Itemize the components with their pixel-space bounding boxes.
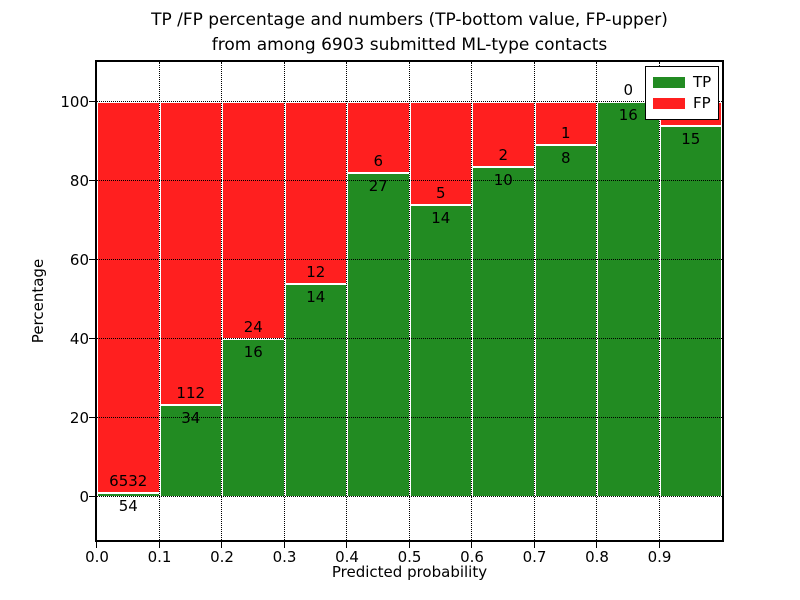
bar-0.0-0.1-fp-segment bbox=[97, 101, 160, 494]
x-gridline-0.2 bbox=[221, 62, 223, 540]
y-tick-label-80: 80 bbox=[69, 171, 89, 190]
y-tick-60 bbox=[89, 258, 95, 260]
bar-0.4-0.5-fp-count-label: 6 bbox=[373, 152, 384, 171]
bar-0.8-0.9-fp-count-label: 0 bbox=[623, 80, 634, 99]
legend: TP FP bbox=[645, 66, 719, 120]
y-tick-0 bbox=[89, 495, 95, 497]
x-axis-label: Predicted probability bbox=[331, 563, 488, 581]
bar-0.2-0.3-fp-count-label: 24 bbox=[243, 317, 263, 336]
bar-0.0-0.1-fp-count-label: 6532 bbox=[109, 472, 148, 491]
fp-legend-swatch-icon bbox=[653, 98, 685, 109]
x-tick-label-0.7: 0.7 bbox=[522, 548, 547, 566]
bar-0.0-0.1-tp-count-label: 54 bbox=[118, 497, 138, 516]
bar-0.5-0.6-fp-segment bbox=[409, 101, 472, 206]
bar-0.7-0.8-fp-segment bbox=[534, 101, 597, 146]
x-tick-0.2 bbox=[221, 542, 223, 548]
bar-0.3-0.4-tp-count-label: 14 bbox=[306, 287, 326, 306]
bar-0.4-0.5-fp-segment bbox=[347, 101, 410, 174]
chart-title: TP /FP percentage and numbers (TP-bottom… bbox=[97, 8, 722, 58]
legend-label-tp: TP bbox=[693, 73, 712, 91]
bar-0.7-0.8-fp-count-label: 1 bbox=[560, 124, 571, 143]
x-tick-0.7 bbox=[533, 542, 535, 548]
chart-title-line1: TP /FP percentage and numbers (TP-bottom… bbox=[151, 10, 668, 30]
y-tick-80 bbox=[89, 179, 95, 181]
x-tick-0.1 bbox=[158, 542, 160, 548]
bar-0.3-0.4-tp-segment bbox=[284, 283, 347, 497]
bar-0.2-0.3-tp-count-label: 16 bbox=[243, 342, 263, 361]
y-tick-100 bbox=[89, 100, 95, 102]
x-tick-label-0.5: 0.5 bbox=[397, 548, 422, 566]
bar-0.5-0.6-fp-count-label: 5 bbox=[435, 184, 446, 203]
x-gridline-0.9 bbox=[658, 62, 660, 540]
bar-0.1-0.2-fp-count-label: 112 bbox=[176, 383, 206, 402]
bar-0.3-0.4-fp-count-label: 12 bbox=[306, 262, 326, 281]
x-tick-0.9 bbox=[658, 542, 660, 548]
x-tick-0.8 bbox=[596, 542, 598, 548]
x-tick-label-0.3: 0.3 bbox=[272, 548, 297, 566]
y-tick-label-100: 100 bbox=[60, 92, 89, 111]
x-tick-label-0.2: 0.2 bbox=[210, 548, 234, 566]
x-tick-0.0 bbox=[96, 542, 98, 548]
legend-label-fp: FP bbox=[693, 94, 711, 112]
bar-0.1-0.2-tp-segment bbox=[159, 404, 222, 497]
x-tick-label-0.6: 0.6 bbox=[460, 548, 484, 566]
bar-0.7-0.8-tp-segment bbox=[534, 145, 597, 497]
x-tick-0.3 bbox=[283, 542, 285, 548]
x-gridline-0.6 bbox=[471, 62, 473, 540]
bar-0.9-1.0-tp-segment bbox=[659, 126, 722, 497]
y-tick-label-20: 20 bbox=[69, 408, 89, 427]
x-gridline-0.8 bbox=[596, 62, 598, 540]
legend-item-fp: FP bbox=[653, 93, 711, 114]
x-gridline-0.1 bbox=[158, 62, 160, 540]
x-gridline-0.4 bbox=[346, 62, 348, 540]
y-tick-label-60: 60 bbox=[69, 250, 89, 269]
x-gridline-0.5 bbox=[408, 62, 410, 540]
tp-legend-swatch-icon bbox=[653, 77, 685, 88]
x-gridline-0.3 bbox=[283, 62, 285, 540]
x-tick-0.5 bbox=[408, 542, 410, 548]
bar-0.6-0.7-tp-segment bbox=[472, 167, 535, 497]
legend-item-tp: TP bbox=[653, 72, 711, 93]
bar-0.3-0.4-fp-segment bbox=[284, 101, 347, 284]
bar-0.7-0.8-tp-count-label: 8 bbox=[560, 149, 571, 168]
x-tick-label-0.1: 0.1 bbox=[147, 548, 172, 566]
bar-0.4-0.5-tp-count-label: 27 bbox=[368, 177, 388, 196]
y-tick-label-0: 0 bbox=[79, 487, 89, 506]
x-gridline-0.7 bbox=[533, 62, 535, 540]
x-tick-label-0.4: 0.4 bbox=[335, 548, 359, 566]
bar-0.9-1.0-tp-count-label: 15 bbox=[681, 130, 701, 149]
x-tick-0.4 bbox=[346, 542, 348, 548]
bar-0.8-0.9-tp-count-label: 16 bbox=[618, 105, 638, 124]
chart-title-line2: from among 6903 submitted ML-type contac… bbox=[211, 35, 608, 55]
bar-0.6-0.7-tp-count-label: 10 bbox=[493, 171, 513, 190]
y-tick-20 bbox=[89, 416, 95, 418]
bar-0.6-0.7-fp-segment bbox=[472, 101, 535, 168]
bar-0.6-0.7-fp-count-label: 2 bbox=[498, 146, 509, 165]
x-tick-0.6 bbox=[471, 542, 473, 548]
x-tick-label-0.0: 0.0 bbox=[85, 548, 109, 566]
y-tick-label-40: 40 bbox=[69, 329, 89, 348]
plot-area: 653254112342416121462751421018016115 bbox=[97, 62, 722, 540]
bar-0.4-0.5-tp-segment bbox=[347, 173, 410, 497]
bar-0.5-0.6-tp-segment bbox=[409, 205, 472, 497]
y-tick-40 bbox=[89, 337, 95, 339]
bar-0.5-0.6-tp-count-label: 14 bbox=[431, 209, 451, 228]
x-tick-label-0.9: 0.9 bbox=[647, 548, 672, 566]
bar-0.1-0.2-tp-count-label: 34 bbox=[181, 408, 201, 427]
bar-0.8-0.9-tp-segment bbox=[597, 101, 660, 497]
x-tick-label-0.8: 0.8 bbox=[585, 548, 609, 566]
